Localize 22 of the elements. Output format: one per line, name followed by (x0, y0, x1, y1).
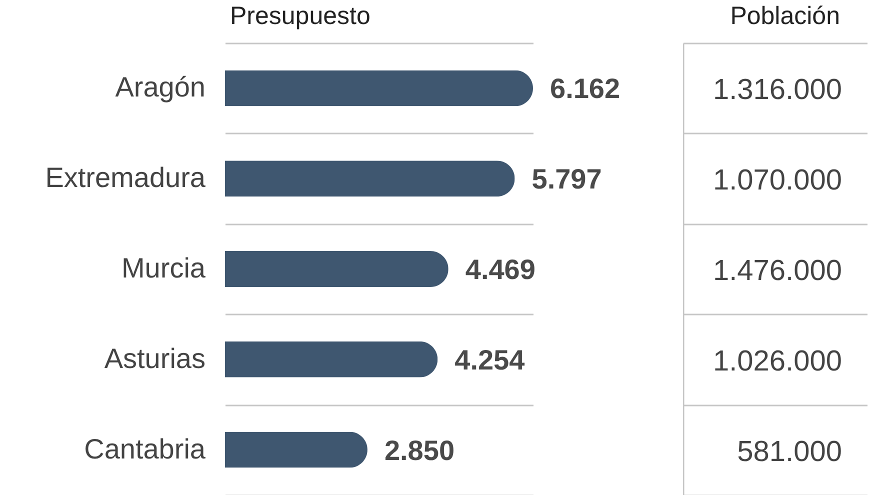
y-tick-label: Aragón (115, 72, 206, 103)
data-label: 581.000 (737, 436, 842, 468)
data-label: 6.162 (550, 73, 620, 104)
bar (225, 432, 368, 468)
text: Población (730, 2, 840, 30)
data-label: 4.254 (454, 344, 526, 376)
data-label: 2.850 (384, 434, 455, 466)
bar (225, 251, 448, 287)
data-label: 1.316.000 (712, 74, 842, 106)
bar (225, 341, 438, 378)
bar (225, 70, 533, 106)
y-tick-label: Asturias (104, 342, 206, 374)
chart-title: Presupuesto (230, 2, 370, 30)
bar (225, 160, 515, 197)
data-label: 1.026.000 (712, 345, 842, 378)
y-tick-label: Extremadura (45, 162, 206, 194)
data-label: 1.476.000 (712, 255, 842, 287)
data-label: 4.469 (465, 254, 536, 285)
y-tick-label: Cantabria (84, 433, 206, 464)
data-label: 5.797 (532, 164, 602, 195)
y-tick-label: Murcia (121, 252, 206, 284)
data-label: 1.070.000 (712, 164, 842, 197)
